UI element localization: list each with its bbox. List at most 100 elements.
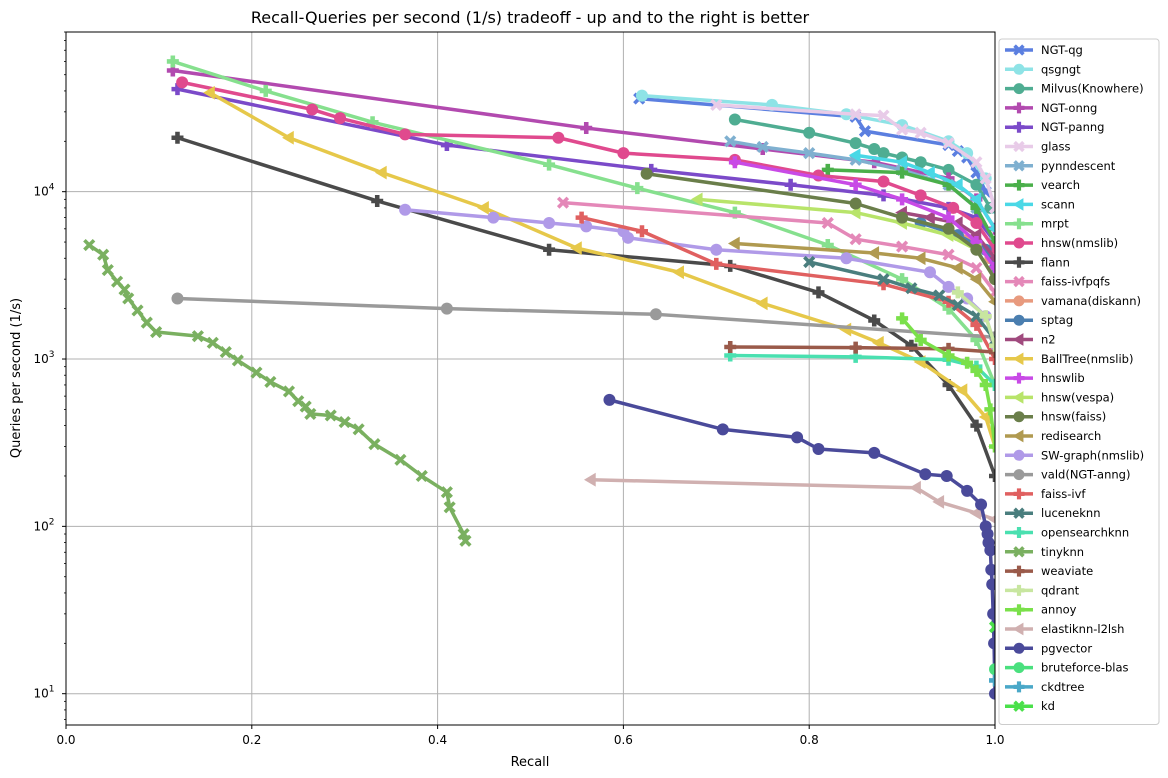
legend-label: Milvus(Knowhere) [1041, 82, 1144, 96]
data-point [122, 292, 135, 305]
data-point [710, 98, 723, 111]
data-point [896, 273, 909, 286]
data-point [942, 137, 955, 150]
legend-label: mrpt [1041, 217, 1069, 231]
series-34 [988, 621, 995, 634]
series-5 [710, 98, 995, 214]
data-point [988, 515, 995, 524]
data-point [399, 203, 412, 216]
data-point [140, 316, 153, 329]
legend-entry: hnsw(faiss) [1005, 410, 1106, 424]
legend-entry: tinyknn [1005, 545, 1084, 559]
data-point [250, 366, 263, 379]
legend-label: tinyknn [1041, 545, 1084, 559]
legend-label: n2 [1041, 333, 1056, 347]
series-29 [896, 312, 995, 453]
legend-label: faiss-ivf [1041, 487, 1086, 501]
legend-entry: flann [1005, 255, 1070, 269]
data-point [978, 410, 991, 424]
legend-entry: BallTree(nmslib) [1005, 352, 1133, 366]
data-point [849, 197, 862, 210]
data-point [150, 325, 163, 339]
data-point [821, 216, 834, 230]
data-point [97, 248, 110, 261]
legend-marker [1013, 160, 1025, 172]
series-line [177, 296, 995, 339]
legend-marker [1013, 314, 1025, 326]
data-point [821, 163, 834, 176]
data-point [635, 89, 648, 102]
data-point [969, 272, 982, 287]
data-point [970, 201, 983, 214]
data-point [961, 356, 974, 369]
data-point [803, 126, 816, 139]
data-point [942, 248, 955, 261]
data-point [858, 125, 872, 138]
data-point [840, 252, 853, 265]
data-point [264, 375, 277, 388]
data-point [371, 194, 384, 207]
data-point [724, 135, 737, 148]
y-tick-label: 104 [33, 183, 54, 199]
legend-entry: qdrant [1005, 583, 1080, 597]
legend-label: scann [1041, 197, 1075, 211]
legend-frame [998, 38, 1160, 725]
legend-marker [1012, 391, 1024, 404]
data-point [791, 431, 804, 444]
data-point [867, 246, 880, 260]
legend-entry: mrpt [1005, 217, 1069, 231]
series-32 [989, 663, 995, 676]
data-point [989, 469, 995, 482]
legend-label: glass [1041, 140, 1071, 154]
data-point [896, 166, 909, 179]
legend-marker [1013, 256, 1025, 268]
data-point [219, 346, 232, 359]
data-point [324, 409, 337, 422]
series-20 [727, 236, 995, 306]
data-point [987, 607, 995, 620]
legend-label: pynndescent [1041, 159, 1116, 173]
data-point [877, 278, 890, 291]
data-point [933, 289, 946, 302]
data-point [896, 123, 909, 136]
legend-entry: faiss-ivfpqfs [1005, 275, 1110, 289]
legend-marker [1013, 449, 1025, 461]
data-point [985, 563, 995, 576]
data-point [896, 193, 909, 206]
x-tick-label: 0.2 [242, 733, 261, 747]
data-point [812, 442, 825, 455]
data-point [970, 243, 983, 256]
data-point [896, 211, 909, 224]
data-point [635, 225, 648, 238]
y-axis-label: Queries per second (1/s) [9, 298, 24, 458]
series-16 [203, 85, 995, 451]
data-point [603, 393, 616, 406]
data-point [970, 364, 983, 377]
legend-marker [1013, 662, 1025, 674]
data-point [989, 273, 995, 286]
data-point [984, 403, 995, 416]
data-point [166, 64, 179, 77]
data-point [942, 178, 955, 191]
data-point [575, 211, 588, 224]
data-point [909, 480, 921, 495]
series-8 [848, 148, 995, 233]
legend-label: bruteforce-blas [1041, 661, 1129, 675]
data-point [304, 407, 317, 420]
series-11 [171, 131, 995, 482]
data-point [756, 140, 769, 154]
data-point [849, 350, 862, 363]
data-point [942, 163, 955, 176]
data-point [970, 156, 983, 169]
legend-marker [1013, 700, 1025, 712]
data-point [710, 243, 723, 256]
data-point [622, 231, 635, 244]
data-point [282, 385, 296, 398]
legend-label: BallTree(nmslib) [1041, 352, 1133, 366]
data-point [171, 131, 184, 144]
legend-label: sptag [1041, 313, 1073, 327]
series-line [176, 136, 995, 477]
data-point [877, 109, 890, 122]
data-point [988, 637, 995, 650]
series-19 [640, 167, 995, 286]
